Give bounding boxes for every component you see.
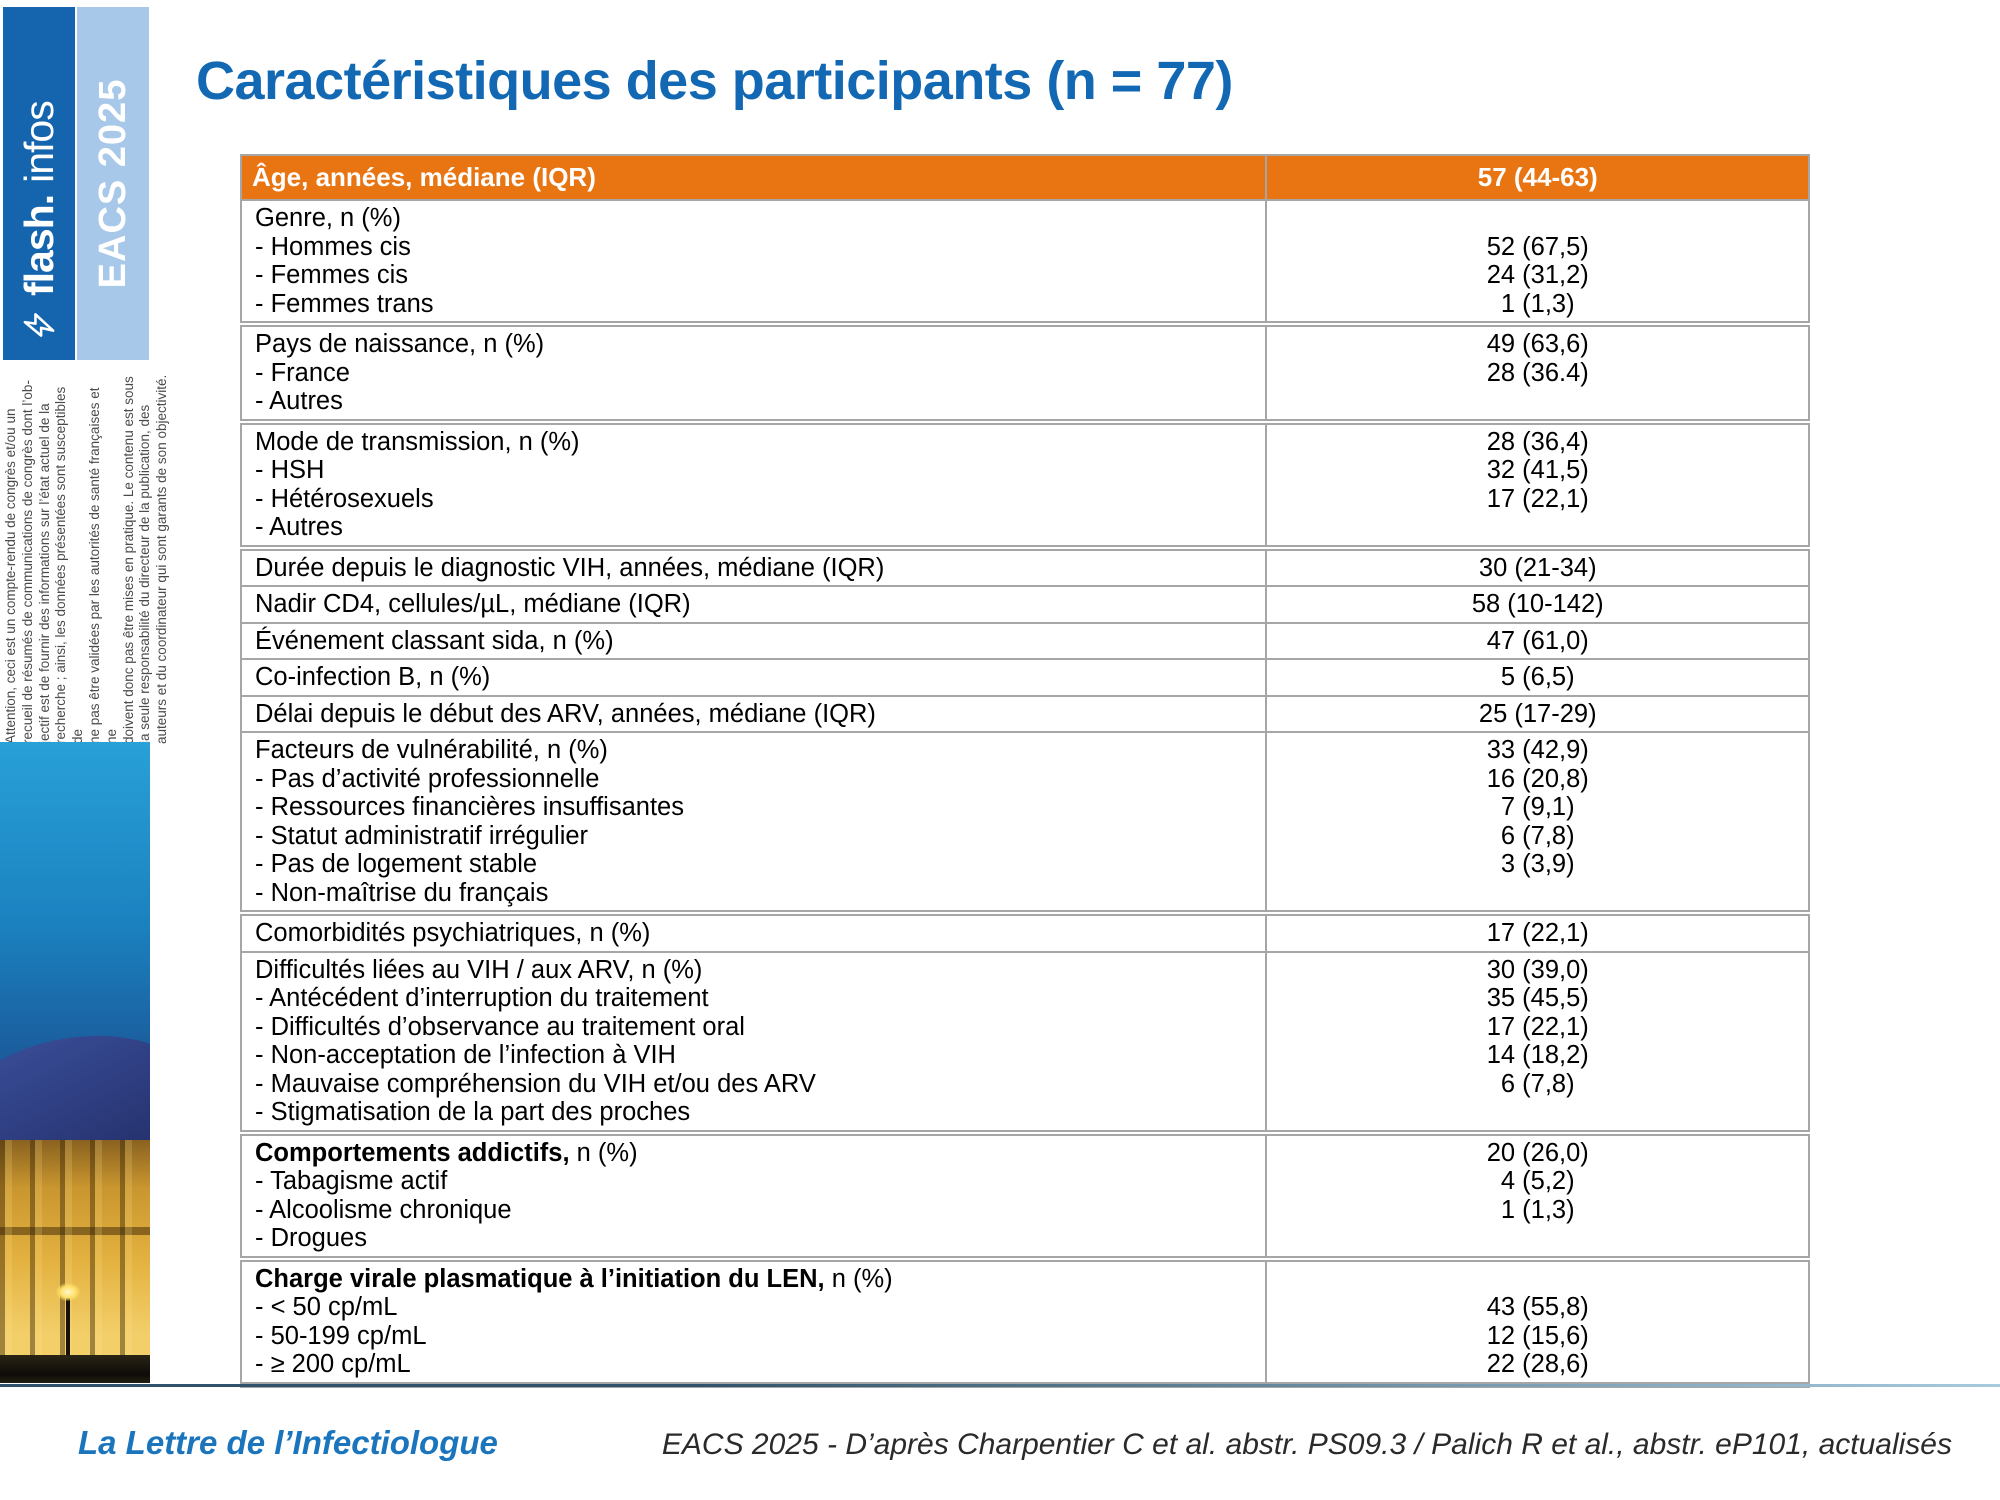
row-label-cell: Délai depuis le début des ARV, années, m…: [239, 694, 1268, 733]
disclaimer-block: Attention, ceci est un compte-rendu de c…: [3, 372, 170, 744]
table-row: Comportements addictifs, n (%) - Tabagism…: [239, 1131, 1810, 1262]
row-label-cell: Nadir CD4, cellules/µL, médiane (IQR): [239, 585, 1268, 624]
row-value-cell: 17 (22,1): [1265, 912, 1810, 953]
photo-ground: [0, 1355, 150, 1383]
table-row: Mode de transmission, n (%) - HSH - Hétéro…: [239, 420, 1810, 551]
header-label-cell: Âge, années, médiane (IQR): [239, 154, 1268, 201]
table-row: Pays de naissance, n (%) - France - Autres…: [239, 323, 1810, 425]
eacs-2025-banner: EACS 2025: [77, 7, 149, 360]
row-label-cell: Charge virale plasmatique à l’initiation…: [239, 1257, 1268, 1388]
row-value-cell: 30 (21-34): [1265, 546, 1810, 587]
footer-divider: [0, 1384, 2000, 1387]
table-row: Charge virale plasmatique à l’initiation…: [239, 1257, 1810, 1388]
table-header-row: Âge, années, médiane (IQR) 57 (44-63): [239, 154, 1810, 201]
table-row: Durée depuis le diagnostic VIH, années, …: [239, 546, 1810, 587]
header-value-cell: 57 (44-63): [1265, 154, 1810, 201]
row-label-cell: Comorbidités psychiatriques, n (%): [239, 912, 1268, 953]
row-value-cell: 30 (39,0) 35 (45,5) 17 (22,1) 14 (18,2) 6 (7…: [1265, 950, 1810, 1136]
row-value-cell: 28 (36,4) 32 (41,5) 17 (22,1): [1265, 420, 1810, 551]
table-row: Difficultés liées au VIH / aux ARV, n (%…: [239, 950, 1810, 1136]
brand-logo-text: La Lettre de l’Infectiologue: [78, 1424, 498, 1461]
row-label-cell: Durée depuis le diagnostic VIH, années, …: [239, 546, 1268, 587]
row-label-cell: Mode de transmission, n (%) - HSH - Hétéro…: [239, 420, 1268, 551]
reference-citation: EACS 2025 - D’après Charpentier C et al.…: [661, 1428, 1952, 1461]
row-value-cell: 25 (17-29): [1265, 694, 1810, 733]
congress-label: EACS 2025: [91, 78, 134, 289]
table-row: Événement classant sida, n (%) 47 (61,0): [239, 621, 1810, 660]
lightning-bolt-icon: [23, 313, 55, 337]
table-row: Genre, n (%) - Hommes cis - Femmes cis - Fe…: [239, 199, 1810, 327]
row-label-cell: Difficultés liées au VIH / aux ARV, n (%…: [239, 950, 1268, 1136]
row-value-cell: 47 (61,0): [1265, 621, 1810, 660]
photo-building-facade: [0, 1140, 150, 1357]
participants-table-wrapper: Âge, années, médiane (IQR) 57 (44-63) Ge…: [239, 154, 1810, 1388]
table-row: Facteurs de vulnérabilité, n (%) - Pas d’…: [239, 731, 1810, 916]
flashinfos-logo: flash. infos: [3, 0, 75, 360]
row-label-cell: Genre, n (%) - Hommes cis - Femmes cis - Fe…: [239, 199, 1268, 327]
page-title: Caractéristiques des participants (n = 7…: [196, 51, 1233, 111]
row-label-cell: Facteurs de vulnérabilité, n (%) - Pas d’…: [239, 731, 1268, 916]
row-value-cell: 49 (63,6) 28 (36.4): [1265, 323, 1810, 425]
louvre-photo: [0, 742, 150, 1383]
table-body: Genre, n (%) - Hommes cis - Femmes cis - Fe…: [239, 199, 1810, 1388]
table-row: Nadir CD4, cellules/µL, médiane (IQR) 58 …: [239, 585, 1810, 624]
row-label-cell: Co-infection B, n (%): [239, 658, 1268, 697]
table-row: Délai depuis le début des ARV, années, m…: [239, 694, 1810, 733]
row-value-cell: 58 (10-142): [1265, 585, 1810, 624]
disclaimer-text: Attention, ceci est un compte-rendu de c…: [3, 374, 170, 744]
row-value-cell: 5 (6,5): [1265, 658, 1810, 697]
flashinfos-logo-strip: flash. infos: [3, 7, 75, 360]
row-value-cell: 52 (67,5) 24 (31,2) 1 (1,3): [1265, 199, 1810, 327]
table-row: Comorbidités psychiatriques, n (%) 17 (22…: [239, 912, 1810, 953]
participants-table: Âge, années, médiane (IQR) 57 (44-63) Ge…: [239, 154, 1810, 1388]
row-value-cell: 20 (26,0) 4 (5,2) 1 (1,3): [1265, 1131, 1810, 1262]
photo-street-lamp: [56, 1283, 80, 1357]
row-label-cell: Événement classant sida, n (%): [239, 621, 1268, 660]
row-label-cell: Pays de naissance, n (%) - France - Autres: [239, 323, 1268, 425]
logo-text-flash: flash.: [15, 194, 62, 296]
row-value-cell: 33 (42,9) 16 (20,8) 7 (9,1) 6 (7,8) 3 (3,9): [1265, 731, 1810, 916]
logo-text-infos: infos: [15, 101, 62, 183]
row-value-cell: 43 (55,8) 12 (15,6) 22 (28,6): [1265, 1257, 1810, 1388]
row-label-cell: Comportements addictifs, n (%) - Tabagism…: [239, 1131, 1268, 1262]
table-row: Co-infection B, n (%) 5 (6,5): [239, 658, 1810, 697]
